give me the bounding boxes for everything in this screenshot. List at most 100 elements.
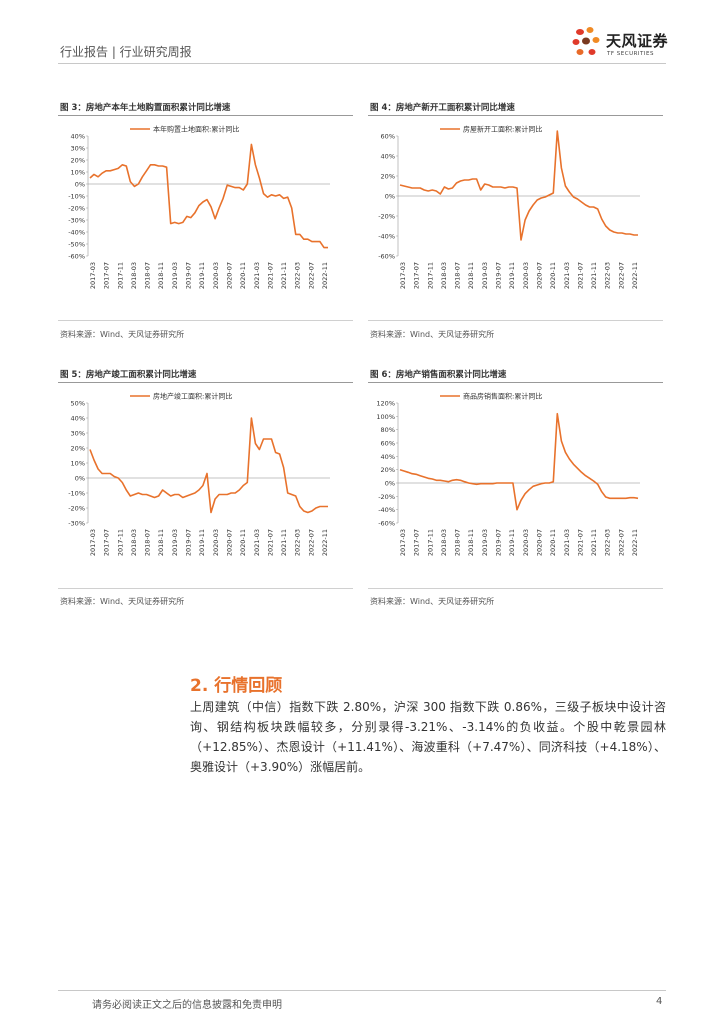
y-tick-label: -20% — [378, 213, 395, 221]
x-tick-label: 2021-11 — [280, 262, 288, 289]
x-tick-label: 2017-03 — [89, 529, 97, 556]
header-title: 行业报告 | 行业研究周报 — [60, 45, 192, 59]
x-tick-label: 2018-03 — [130, 529, 138, 556]
y-tick-label: -20% — [68, 205, 85, 213]
x-tick-label: 2021-03 — [253, 262, 261, 289]
x-tick-label: 2017-03 — [399, 262, 407, 289]
y-tick-label: -40% — [378, 233, 395, 241]
figure-4-top-rule — [368, 115, 663, 116]
y-tick-label: 0% — [75, 475, 85, 483]
y-tick-label: 40% — [71, 415, 85, 423]
x-tick-label: 2019-07 — [495, 529, 503, 556]
x-tick-label: 2022-03 — [604, 262, 612, 289]
x-tick-label: 2017-11 — [116, 262, 124, 289]
x-tick-label: 2018-07 — [144, 529, 152, 556]
market-review-paragraph: 上周建筑（中信）指数下跌 2.80%，沪深 300 指数下跌 0.86%，三级子… — [190, 700, 666, 774]
y-tick-label: -60% — [378, 253, 395, 261]
y-tick-label: 30% — [71, 430, 85, 438]
legend-label: 本年购置土地面积:累计同比 — [153, 125, 239, 134]
x-tick-label: 2017-03 — [399, 529, 407, 556]
x-tick-label: 2022-07 — [307, 262, 315, 289]
x-tick-label: 2019-03 — [481, 262, 489, 289]
y-tick-label: 40% — [381, 153, 395, 161]
figure-3-top-rule — [58, 115, 353, 116]
x-tick-label: 2017-07 — [103, 262, 111, 289]
y-tick-label: -10% — [68, 193, 85, 201]
x-tick-label: 2020-11 — [239, 262, 247, 289]
y-tick-label: -60% — [378, 520, 395, 528]
x-tick-label: 2017-03 — [89, 262, 97, 289]
figure-3-bottom-rule — [58, 320, 353, 321]
x-tick-label: 2022-11 — [321, 262, 329, 289]
company-logo: 天风证券 TF SECURITIES — [570, 24, 680, 60]
figure-5-source: 资料来源：Wind、天风证券研究所 — [60, 597, 185, 606]
x-tick-label: 2020-03 — [212, 262, 220, 289]
x-tick-label: 2021-03 — [563, 262, 571, 289]
logo-text-en: TF SECURITIES — [607, 51, 654, 57]
y-tick-label: 10% — [71, 169, 85, 177]
y-tick-label: 60% — [381, 440, 395, 448]
footer-disclaimer: 请务必阅读正文之后的信息披露和免责申明 — [92, 1000, 282, 1011]
x-tick-label: 2022-03 — [294, 529, 302, 556]
y-tick-label: 0% — [75, 181, 85, 189]
figure-3-chart: 40% 30% 20% 10% 0% -10% -20% -30% -40% -50% -60% 20… — [68, 125, 330, 289]
x-tick-label: 2019-07 — [185, 262, 193, 289]
x-tick-label: 2019-03 — [171, 262, 179, 289]
x-tick-label: 2021-07 — [576, 529, 584, 556]
y-tick-label: -20% — [68, 505, 85, 513]
series-line — [89, 417, 328, 514]
figure-4-chart: 60% 40% 20% 0% -20% -40% -60% 2017-03 2017-07 201… — [378, 125, 640, 289]
x-tick-label: 2017-07 — [413, 262, 421, 289]
x-tick-label: 2017-07 — [413, 529, 421, 556]
x-tick-label: 2019-03 — [481, 529, 489, 556]
x-tick-label: 2017-11 — [426, 262, 434, 289]
y-tick-label: 40% — [381, 453, 395, 461]
x-tick-label: 2021-03 — [563, 529, 571, 556]
x-tick-label: 2018-07 — [454, 262, 462, 289]
y-tick-label: 100% — [376, 413, 395, 421]
x-tick-label: 2020-11 — [549, 262, 557, 289]
x-tick-label: 2020-07 — [535, 529, 543, 556]
footer-divider — [58, 990, 666, 991]
x-tick-label: 2018-11 — [467, 529, 475, 556]
x-tick-label: 2021-07 — [266, 262, 274, 289]
y-tick-label: -30% — [68, 217, 85, 225]
figure-6-source: 资料来源：Wind、天风证券研究所 — [370, 597, 495, 606]
y-tick-label: -40% — [68, 229, 85, 237]
x-tick-label: 2018-11 — [157, 262, 165, 289]
logo-text-cn: 天风证券 — [606, 32, 669, 50]
x-tick-label: 2022-11 — [631, 529, 639, 556]
x-tick-label: 2017-11 — [116, 529, 124, 556]
y-tick-label: -50% — [68, 241, 85, 249]
y-tick-label: 80% — [381, 426, 395, 434]
page-number: 4 — [656, 996, 663, 1007]
x-tick-label: 2022-11 — [321, 529, 329, 556]
figure-5-chart: 50% 40% 30% 20% 10% 0% -10% -20% -30% 2017-03 2017… — [68, 392, 330, 556]
y-tick-label: -60% — [68, 253, 85, 261]
x-tick-label: 2017-07 — [103, 529, 111, 556]
x-tick-label: 2020-11 — [239, 529, 247, 556]
y-tick-label: -10% — [68, 490, 85, 498]
series-line — [89, 143, 328, 249]
x-tick-label: 2018-11 — [157, 529, 165, 556]
figure-5-title: 图 5：房地产竣工面积累计同比增速 — [60, 370, 197, 380]
figure-4-source: 资料来源：Wind、天风证券研究所 — [370, 330, 495, 339]
x-tick-label: 2018-07 — [144, 262, 152, 289]
x-tick-label: 2019-11 — [508, 262, 516, 289]
x-tick-label: 2022-03 — [604, 529, 612, 556]
x-tick-label: 2022-07 — [617, 529, 625, 556]
series-line — [399, 412, 639, 511]
section-title: 2. 行情回顾 — [190, 676, 283, 696]
x-tick-label: 2019-03 — [171, 529, 179, 556]
x-tick-label: 2019-11 — [198, 262, 206, 289]
x-tick-label: 2022-07 — [307, 529, 315, 556]
x-tick-label: 2017-11 — [426, 529, 434, 556]
y-tick-label: 50% — [71, 400, 85, 408]
y-tick-label: 20% — [71, 445, 85, 453]
y-tick-label: 40% — [71, 133, 85, 141]
x-tick-label: 2019-07 — [495, 262, 503, 289]
x-tick-label: 2021-03 — [253, 529, 261, 556]
series-line — [399, 130, 638, 241]
y-tick-label: -20% — [378, 493, 395, 501]
x-tick-label: 2021-11 — [280, 529, 288, 556]
